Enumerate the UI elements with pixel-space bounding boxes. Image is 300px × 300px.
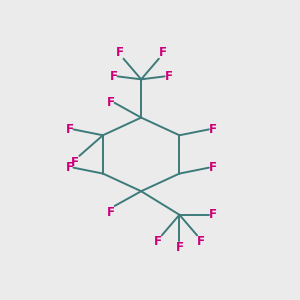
- Text: F: F: [197, 236, 205, 248]
- Text: F: F: [176, 241, 183, 254]
- Text: F: F: [65, 123, 74, 136]
- Text: F: F: [209, 208, 217, 221]
- Text: F: F: [110, 70, 118, 83]
- Text: F: F: [165, 70, 173, 83]
- Text: F: F: [107, 96, 115, 110]
- Text: F: F: [209, 161, 217, 174]
- Text: F: F: [209, 123, 217, 136]
- Text: F: F: [107, 206, 115, 219]
- Text: F: F: [65, 161, 74, 174]
- Text: F: F: [71, 156, 79, 169]
- Text: F: F: [116, 46, 124, 59]
- Text: F: F: [159, 46, 167, 59]
- Text: F: F: [154, 236, 162, 248]
